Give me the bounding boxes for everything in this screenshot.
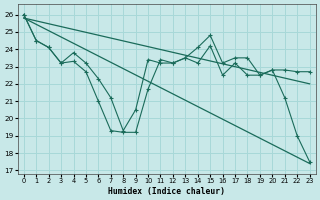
X-axis label: Humidex (Indice chaleur): Humidex (Indice chaleur) (108, 187, 225, 196)
